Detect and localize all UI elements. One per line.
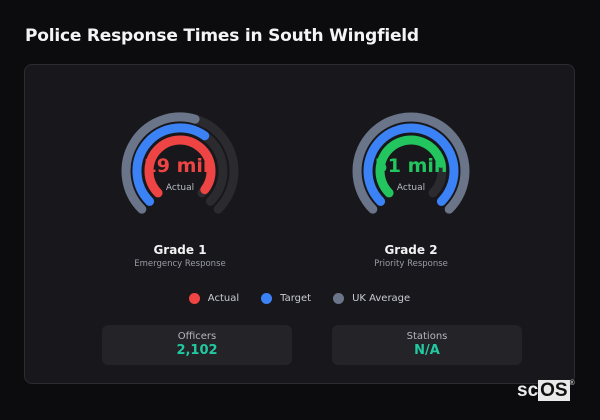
gauge-grade-2-rings <box>352 112 470 214</box>
legend-item-uk-average: UK Average <box>333 293 410 304</box>
actual-ring <box>375 135 446 198</box>
legend-dot-icon <box>261 293 273 304</box>
gauge-name: Grade 1 <box>153 243 207 257</box>
response-card: 19 min Actual Grade 1 Emergency Response… <box>24 64 575 384</box>
stat-label: Officers <box>177 331 217 342</box>
chart-legend: Actual Target UK Average <box>25 293 574 304</box>
legend-label: UK Average <box>352 293 411 304</box>
legend-dot-icon <box>188 293 200 304</box>
stat-label: Stations <box>406 331 448 342</box>
legend-item-target: Target <box>261 293 311 304</box>
gauge-sub-label: Actual <box>396 183 426 193</box>
legend-item-actual: Actual <box>188 293 240 304</box>
gauge-sub-label: Actual <box>165 183 195 193</box>
gauge-value: 51 min <box>374 155 448 177</box>
stat-value: N/A <box>414 343 440 358</box>
target-ring <box>132 123 210 206</box>
target-ring <box>363 123 459 206</box>
gauge-grade-1-rings <box>121 112 239 214</box>
uk-average-ring <box>121 112 200 214</box>
scos-logo: sc OS ® <box>517 380 575 401</box>
actual-ring <box>144 135 216 198</box>
gauge-description: Priority Response <box>374 259 448 269</box>
legend-label: Target <box>280 293 312 304</box>
gauge-grade-1: 19 min Actual Grade 1 Emergency Response <box>105 109 255 269</box>
gauge-name: Grade 2 <box>384 243 438 257</box>
legend-label: Actual <box>207 293 240 304</box>
page-title: Police Response Times in South Wingfield <box>25 26 419 46</box>
uk-average-ring <box>352 112 470 214</box>
stat-officers: Officers 2,102 <box>102 325 292 365</box>
stat-value: 2,102 <box>176 343 218 358</box>
gauge-description: Emergency Response <box>134 259 226 269</box>
stat-stations: Stations N/A <box>332 325 522 365</box>
legend-dot-icon <box>333 293 345 304</box>
gauge-grade-2: 51 min Actual Grade 2 Priority Response <box>336 109 486 269</box>
gauge-value: 19 min <box>143 155 217 177</box>
